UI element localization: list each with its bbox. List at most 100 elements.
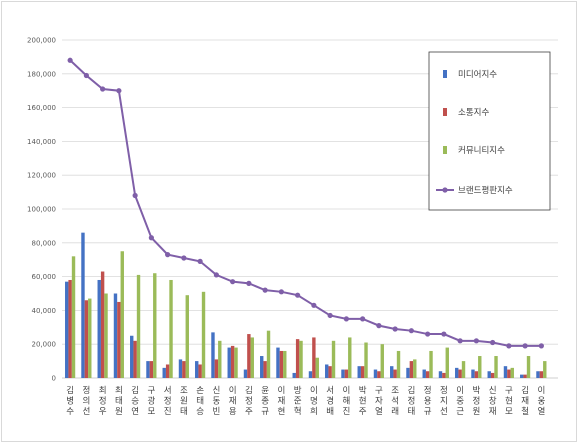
bar xyxy=(409,361,414,378)
bar xyxy=(413,359,417,378)
line-point xyxy=(116,88,122,94)
bar-series xyxy=(65,232,547,378)
line-point xyxy=(360,316,366,322)
bar xyxy=(357,366,361,378)
line-point xyxy=(67,57,73,63)
line-point xyxy=(457,338,463,344)
line-point xyxy=(100,86,106,92)
bar xyxy=(214,359,219,378)
bar xyxy=(227,347,231,378)
bar xyxy=(438,371,443,378)
bar xyxy=(104,293,108,378)
bar xyxy=(165,364,170,378)
line-point xyxy=(246,280,252,286)
x-axis: 김 병 수 정 의 선 최 정 우 최 태 원 김 승 연 구 광 모 서 정 진 조 원 태 손 태 승 신 동 빈 이 재 용 김 정 주 윤 종 규 이… xyxy=(66,385,545,417)
legend-box xyxy=(428,51,551,211)
bar xyxy=(266,330,271,378)
y-tick-label: 120,000 xyxy=(27,172,56,180)
legend-swatch-marker xyxy=(442,187,448,193)
bar xyxy=(390,366,394,378)
bar xyxy=(539,371,544,378)
bar xyxy=(182,361,186,378)
bar xyxy=(198,364,202,378)
bar xyxy=(100,271,105,378)
bar xyxy=(325,364,329,378)
bar xyxy=(234,347,238,378)
y-tick-label: 0 xyxy=(52,375,56,383)
legend-label: 브랜드평판지수 xyxy=(458,185,513,196)
y-tick-label: 80,000 xyxy=(32,239,57,247)
bar xyxy=(490,372,495,378)
bar xyxy=(328,366,332,378)
y-axis: 0 20,000 40,000 60,000 80,000 100,000 120,000 1… xyxy=(27,37,56,383)
bar xyxy=(373,369,378,378)
bar xyxy=(348,337,352,378)
bar xyxy=(543,361,547,378)
line-point xyxy=(376,323,382,329)
bar xyxy=(360,366,365,378)
line-point xyxy=(213,272,219,278)
line-point xyxy=(148,235,154,241)
legend-swatch xyxy=(443,108,447,116)
bar xyxy=(523,374,527,378)
line-point xyxy=(165,252,171,258)
bar xyxy=(442,372,446,378)
line-point xyxy=(181,255,187,261)
bar xyxy=(260,356,264,378)
bar xyxy=(178,359,183,378)
bar xyxy=(201,291,206,378)
line-point xyxy=(522,343,528,349)
line-point xyxy=(311,302,317,308)
y-tick-label: 40,000 xyxy=(32,307,57,315)
bar xyxy=(507,369,511,378)
bar xyxy=(97,279,101,378)
bar xyxy=(445,347,449,378)
bar xyxy=(299,340,303,378)
bar xyxy=(162,367,166,378)
bar xyxy=(65,281,69,378)
bar xyxy=(429,350,433,378)
bar xyxy=(230,345,235,378)
line-point xyxy=(473,338,479,344)
legend-swatch xyxy=(443,70,447,78)
line-point xyxy=(343,316,349,322)
bar xyxy=(243,369,248,378)
bar xyxy=(71,256,76,378)
bar xyxy=(526,356,531,378)
bar xyxy=(153,273,157,378)
bar xyxy=(149,361,154,378)
bar xyxy=(503,366,508,378)
legend-label: 소통지수 xyxy=(458,108,489,118)
bar xyxy=(263,361,267,378)
bar xyxy=(458,369,462,378)
bar xyxy=(211,332,215,378)
bar xyxy=(146,361,150,378)
line-point xyxy=(278,289,284,295)
y-tick-label: 20,000 xyxy=(32,341,57,349)
bar xyxy=(120,251,124,378)
bar xyxy=(133,340,137,378)
y-tick-label: 200,000 xyxy=(27,37,56,45)
bar xyxy=(455,367,459,378)
bar xyxy=(81,232,85,378)
line-point xyxy=(230,279,236,285)
bar xyxy=(315,357,319,378)
bar xyxy=(117,301,121,378)
y-tick-label: 100,000 xyxy=(27,206,56,214)
bar xyxy=(279,350,284,378)
